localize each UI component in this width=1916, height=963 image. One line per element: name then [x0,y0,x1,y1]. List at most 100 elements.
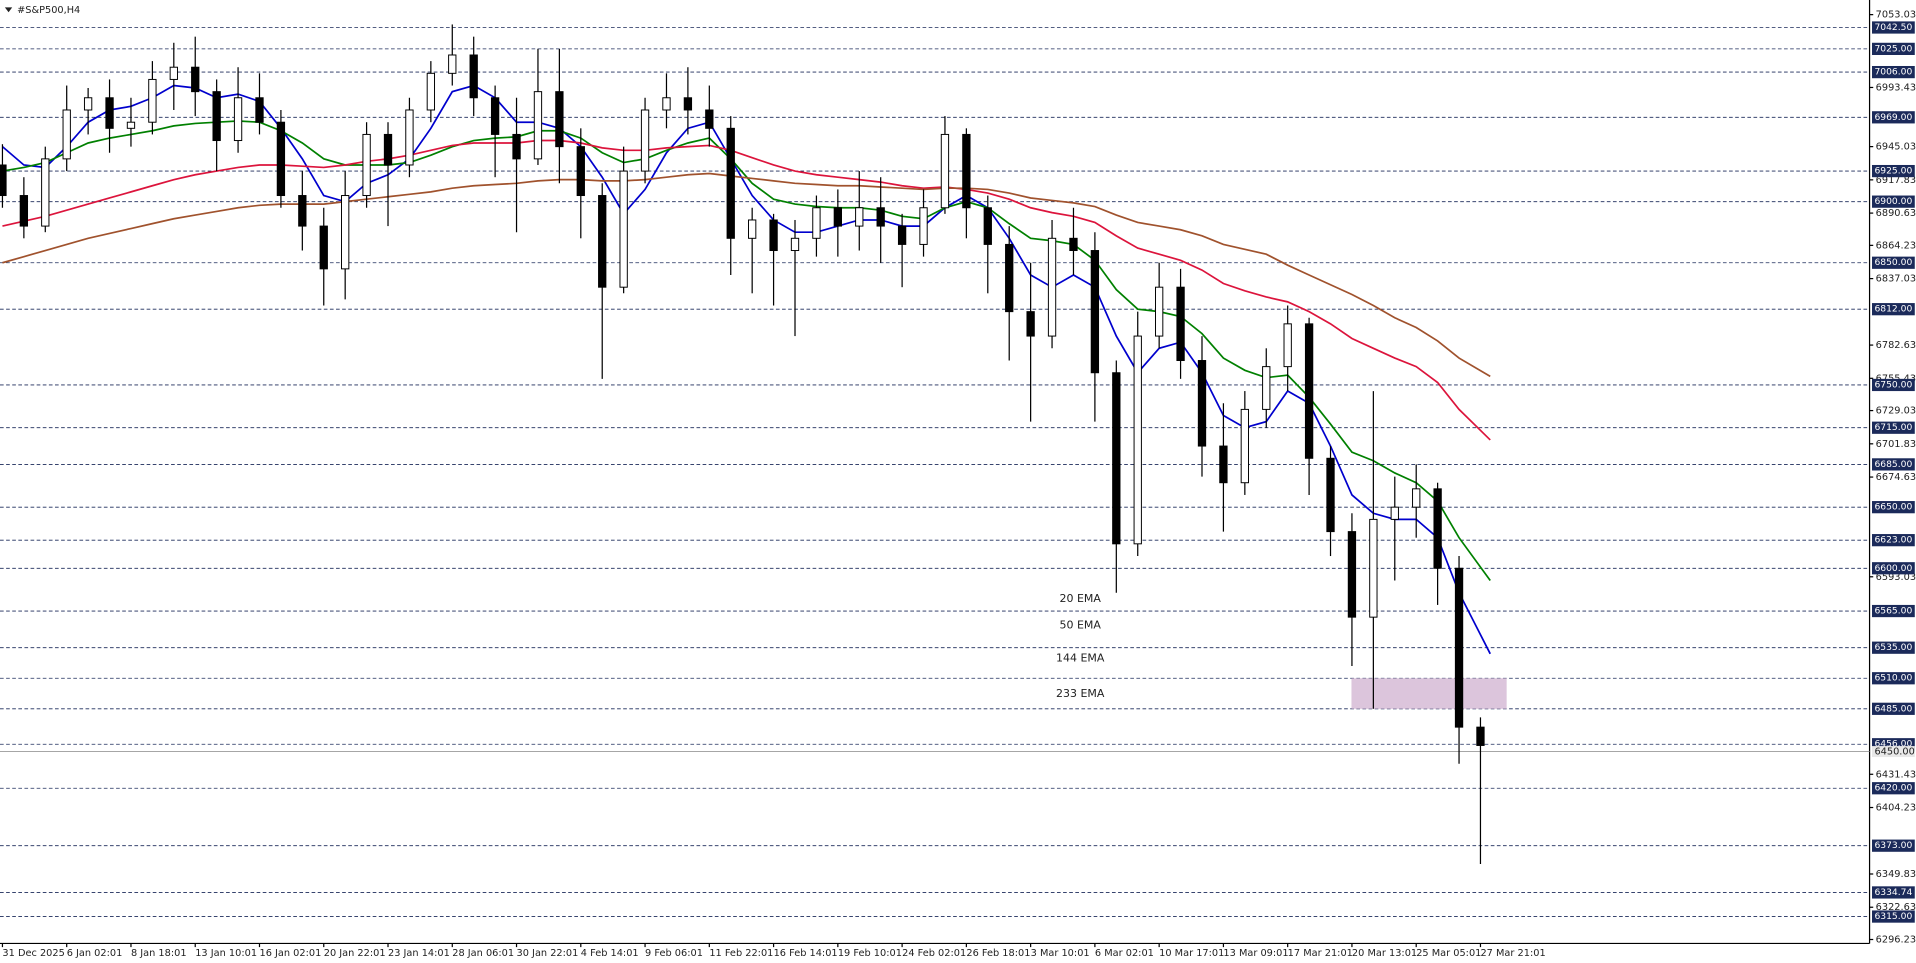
candle-body [148,78,157,123]
candle-body [940,133,950,209]
level-label: 6334.74 [1874,887,1912,898]
candle-body [962,133,971,209]
candle-body [576,146,585,197]
y-tick-label: 6729.03 [1876,406,1916,417]
x-tick-label: 13 Jan 10:01 [195,948,257,959]
candle-body [1326,457,1335,533]
level-label: 6420.00 [1874,783,1912,794]
x-tick-label: 16 Jan 02:01 [259,948,321,959]
x-tick-label: 19 Feb 10:01 [838,948,902,959]
candle-body [255,97,264,123]
candle-body [1262,366,1271,410]
zone [1351,678,1507,709]
ema-annotation: 50 EMA [1059,619,1101,632]
level-label-box [1872,21,1915,34]
y-tick-label: 6701.83 [1876,439,1916,450]
candle-body [640,109,650,172]
candle-body [1197,360,1207,447]
ema-annotation: 144 EMA [1056,652,1105,665]
candle-body [683,97,693,111]
candle-body [1240,408,1249,484]
candle-body [897,225,907,245]
candle-body [876,207,885,227]
candle-body [1005,243,1014,313]
candle-body [105,97,114,129]
y-tick-label: 6837.03 [1876,274,1916,285]
candle-body [512,133,521,160]
y-tick-label: 6431.43 [1876,769,1916,780]
menu-arrow [4,7,13,13]
candle-body [1412,488,1421,508]
level-label: 6850.00 [1874,257,1912,268]
level-label: 6565.00 [1874,606,1912,617]
candle-body [855,207,864,227]
candle-body [469,54,478,99]
level-label: 6315.00 [1874,911,1912,922]
candle-body [598,195,607,288]
level-label-box [1872,672,1915,685]
candle-body [1304,323,1314,459]
candle-body [426,72,436,111]
candle-body [1176,286,1185,362]
candle-body [1369,518,1378,618]
level-label: 6623.00 [1874,535,1912,546]
level-label-box [1872,42,1915,55]
x-tick-label: 6 Mar 02:01 [1095,948,1154,959]
level-label: 6373.00 [1874,840,1912,851]
candle-body [833,207,843,227]
level-label-box [1872,421,1915,434]
candle-body [1390,506,1399,520]
candle-body [276,121,286,197]
level-label: 7042.50 [1874,22,1912,33]
level-label-box [1872,604,1915,618]
x-tick-label: 11 Feb 22:01 [709,948,773,959]
candle-body [1090,250,1100,374]
level-label-box [1872,65,1915,79]
candle-body [705,109,714,129]
y-tick-label: 6945.03 [1876,142,1916,153]
x-tick-label: 16 Feb 14:01 [774,948,838,959]
candle-body [448,54,457,74]
candle-body [1112,372,1121,545]
level-label: 6812.00 [1874,304,1912,315]
candle-body [790,237,800,252]
level-label: 7025.00 [1874,43,1912,54]
level-label-box [1872,501,1915,514]
y-tick-label: 6917.83 [1876,175,1916,186]
candle-body [0,164,7,197]
x-tick-label: 17 Mar 21:01 [1288,948,1353,959]
ema-line [2,139,1491,441]
level-label: 6485.00 [1874,703,1912,714]
level-label-box [1872,782,1915,795]
y-tick-label: 6593.03 [1876,572,1916,583]
level-label: 6925.00 [1874,166,1912,177]
candle-body [1133,335,1142,545]
price-label-box [1872,746,1915,758]
x-tick-label: 9 Feb 06:01 [645,948,703,959]
candle-body [191,66,200,93]
candle-body [169,66,178,80]
candle-body [233,97,243,142]
x-tick-label: 20 Jan 22:01 [324,948,386,959]
x-tick-label: 25 Mar 05:01 [1416,948,1481,959]
level-label: 6600.00 [1874,563,1912,574]
level-label-box [1872,195,1915,208]
level-label-box [1872,458,1915,471]
y-tick-label: 6755.43 [1876,373,1916,384]
level-label-box [1872,839,1915,852]
candle-body [983,207,992,245]
candle-body [1219,445,1228,484]
level-label-box [1872,378,1915,392]
candle-body [383,133,393,166]
level-label: 6750.00 [1874,379,1912,390]
x-tick-label: 30 Jan 22:01 [517,948,579,959]
level-label: 6510.00 [1874,673,1912,684]
candle-body [1026,311,1035,337]
candle-body [362,133,371,197]
candle-body [533,91,543,160]
candle-body [726,127,735,239]
x-tick-label: 24 Feb 02:01 [902,948,966,959]
ema-annotation: 233 EMA [1056,687,1105,700]
